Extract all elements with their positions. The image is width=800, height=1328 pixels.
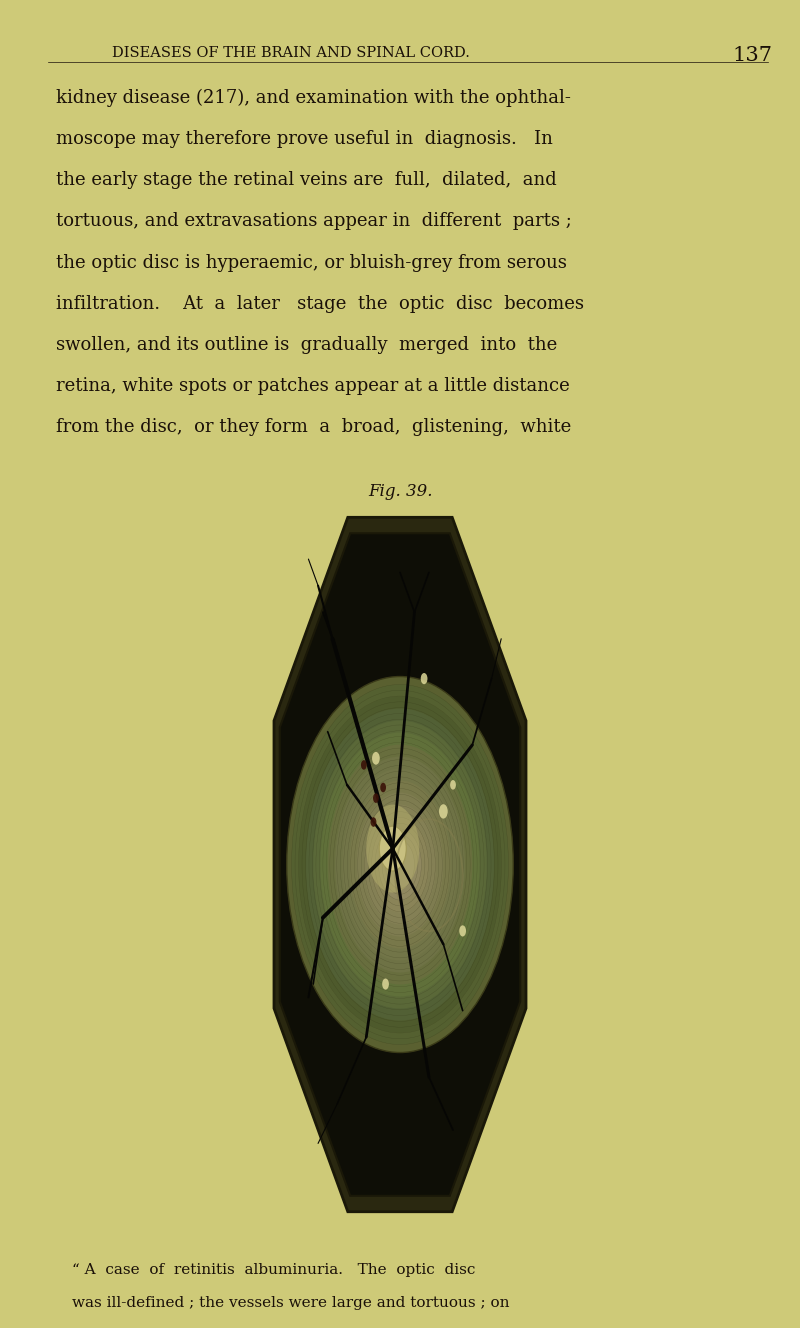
Circle shape [371, 817, 429, 912]
Text: “ A  case  of  retinitis  albuminuria.   The  optic  disc: “ A case of retinitis albuminuria. The o… [72, 1263, 475, 1278]
Circle shape [335, 757, 465, 972]
Circle shape [386, 841, 414, 888]
Circle shape [372, 752, 380, 765]
Text: the early stage the retinal veins are  full,  dilated,  and: the early stage the retinal veins are fu… [56, 171, 557, 190]
Circle shape [321, 733, 479, 996]
Circle shape [459, 926, 466, 936]
Text: from the disc,  or they form  a  broad,  glistening,  white: from the disc, or they form a broad, gli… [56, 418, 571, 437]
Circle shape [314, 721, 486, 1008]
Text: retina, white spots or patches appear at a little distance: retina, white spots or patches appear at… [56, 377, 570, 396]
Circle shape [366, 805, 419, 892]
Circle shape [361, 760, 366, 770]
Text: kidney disease (217), and examination with the ophthal-: kidney disease (217), and examination wi… [56, 89, 571, 108]
Circle shape [286, 676, 514, 1053]
Circle shape [306, 709, 494, 1020]
Text: moscope may therefore prove useful in  diagnosis.   In: moscope may therefore prove useful in di… [56, 130, 553, 149]
Polygon shape [274, 518, 526, 1211]
Circle shape [378, 829, 422, 900]
Text: 137: 137 [732, 46, 772, 65]
Circle shape [382, 979, 389, 989]
Circle shape [380, 782, 386, 793]
Circle shape [350, 781, 450, 948]
Text: infiltration.    At  a  later   stage  the  optic  disc  becomes: infiltration. At a later stage the optic… [56, 295, 584, 313]
Text: the optic disc is hyperaemic, or bluish-grey from serous: the optic disc is hyperaemic, or bluish-… [56, 254, 567, 272]
Polygon shape [280, 534, 520, 1195]
Circle shape [357, 793, 443, 936]
Text: DISEASES OF THE BRAIN AND SPINAL CORD.: DISEASES OF THE BRAIN AND SPINAL CORD. [112, 46, 470, 61]
Circle shape [379, 826, 406, 871]
Text: was ill-defined ; the vessels were large and tortuous ; on: was ill-defined ; the vessels were large… [72, 1296, 510, 1311]
Circle shape [364, 805, 436, 924]
Circle shape [342, 769, 458, 960]
Circle shape [298, 696, 502, 1033]
Circle shape [439, 805, 448, 818]
Circle shape [370, 817, 376, 827]
Text: Fig. 39.: Fig. 39. [368, 483, 432, 501]
Circle shape [291, 684, 509, 1045]
Text: swollen, and its outline is  gradually  merged  into  the: swollen, and its outline is gradually me… [56, 336, 558, 355]
Circle shape [450, 780, 456, 790]
Text: tortuous, and extravasations appear in  different  parts ;: tortuous, and extravasations appear in d… [56, 212, 572, 231]
Circle shape [421, 673, 427, 684]
Circle shape [373, 793, 378, 803]
Circle shape [328, 745, 472, 984]
